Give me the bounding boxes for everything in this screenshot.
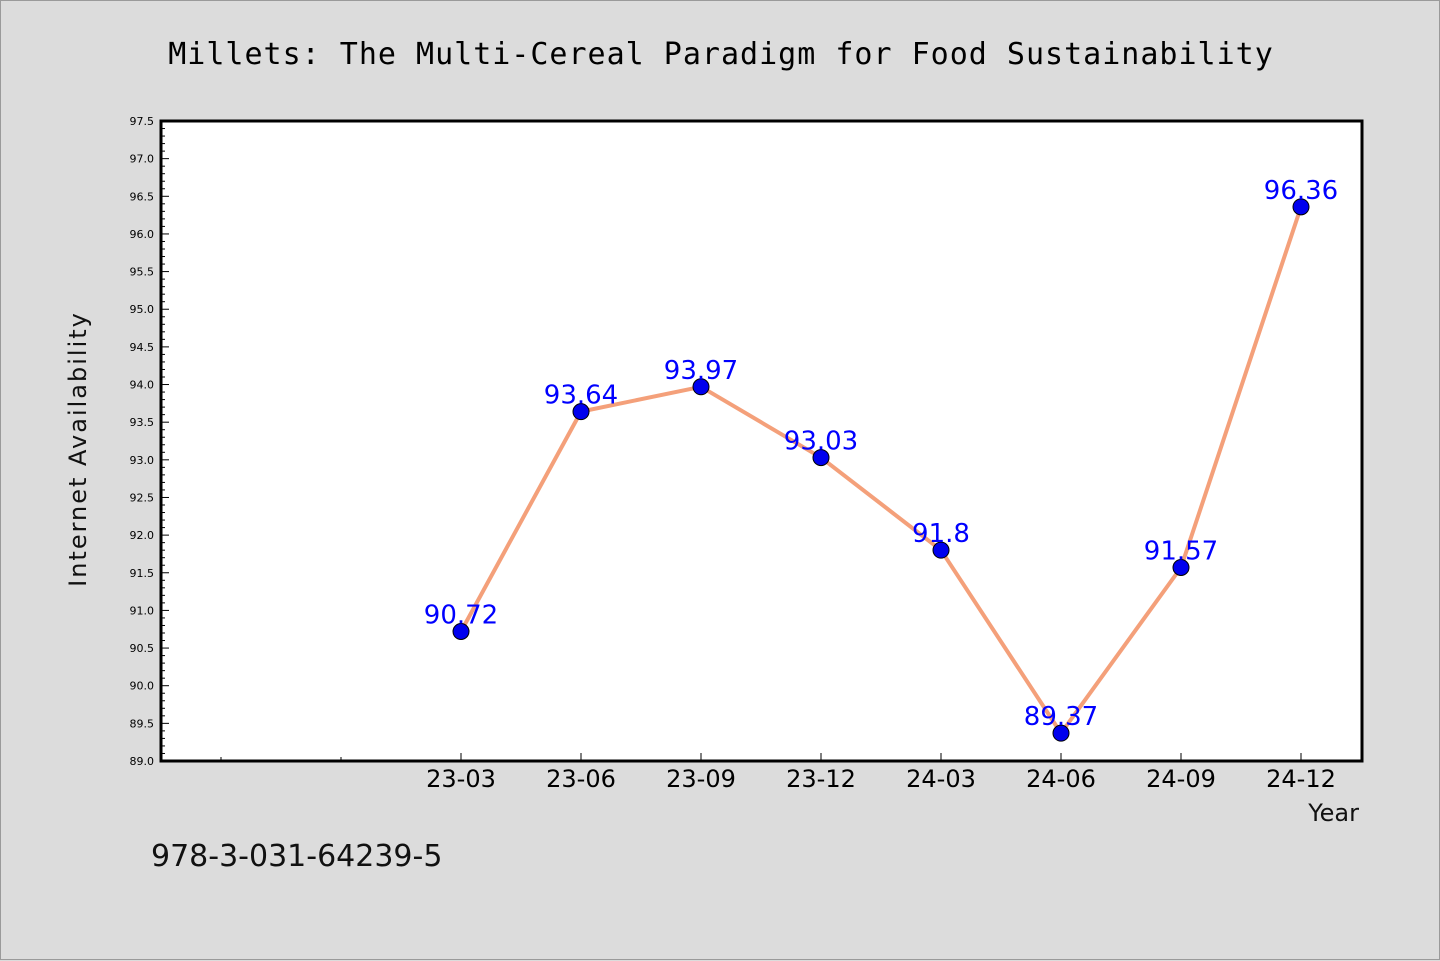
plot-area (159, 119, 1364, 763)
data-label-layer: 90.72 93.64 93.97 93.03 91.8 89.37 91.57 96.36 (424, 176, 1338, 732)
data-point (1292, 198, 1310, 216)
y-tick-label: 96.0 (130, 228, 155, 241)
y-tick-label: 92.5 (130, 491, 155, 504)
y-tick-label: 93.0 (130, 454, 155, 467)
y-tick-label: 95.5 (130, 266, 155, 279)
x-tick-label: 23-06 (546, 765, 616, 793)
data-point (932, 541, 950, 559)
y-tick-label: 89.0 (130, 755, 155, 768)
x-tick-label: 24-09 (1146, 765, 1216, 793)
y-tick-label: 91.0 (130, 604, 155, 617)
y-tick-label: 97.0 (130, 153, 155, 166)
x-axis-label: Year (1307, 799, 1359, 827)
y-axis: 89.0 89.5 90.0 90.5 91.0 91.5 92.0 92.5 93.0 93.5… (130, 115, 169, 768)
y-axis-label: Internet Availability (64, 311, 92, 587)
y-tick-label: 89.5 (130, 717, 155, 730)
data-label: 89.37 (1024, 702, 1098, 732)
y-tick-label: 90.0 (130, 680, 155, 693)
data-label: 93.64 (544, 381, 618, 411)
x-tick-label: 24-12 (1266, 765, 1336, 793)
x-tick-label: 23-09 (666, 765, 736, 793)
data-point (572, 403, 590, 421)
x-tick-label: 23-12 (786, 765, 856, 793)
data-label: 91.8 (912, 519, 970, 549)
data-point (452, 622, 470, 640)
isbn-footer: 978-3-031-64239-5 (151, 839, 442, 874)
x-axis: 23-03 23-06 23-09 23-12 24-03 24-06 24-09 24-12 (220, 753, 1336, 793)
series-line (459, 206, 1303, 736)
y-tick-label: 92.0 (130, 529, 155, 542)
data-label: 93.97 (664, 356, 738, 386)
x-tick-label: 24-06 (1026, 765, 1096, 793)
data-point (692, 378, 710, 396)
y-tick-label: 93.5 (130, 416, 155, 429)
data-label: 93.03 (784, 427, 858, 457)
y-tick-label: 90.5 (130, 642, 155, 655)
data-label: 96.36 (1264, 176, 1338, 206)
y-tick-label: 91.5 (130, 567, 155, 580)
y-tick-label: 97.5 (130, 115, 155, 128)
data-point (1172, 558, 1190, 576)
chart-title: Millets: The Multi-Cereal Paradigm for F… (168, 37, 1274, 72)
data-label: 91.57 (1144, 536, 1218, 566)
data-point (1052, 724, 1070, 742)
y-tick-label: 94.0 (130, 379, 155, 392)
y-tick-label: 94.5 (130, 341, 155, 354)
x-tick-label: 23-03 (426, 765, 496, 793)
y-tick-label: 95.0 (130, 303, 155, 316)
x-tick-label: 24-03 (906, 765, 976, 793)
y-tick-label: 96.5 (130, 190, 155, 203)
data-point (812, 449, 830, 467)
data-label: 90.72 (424, 600, 498, 630)
series-layer (452, 198, 1310, 742)
